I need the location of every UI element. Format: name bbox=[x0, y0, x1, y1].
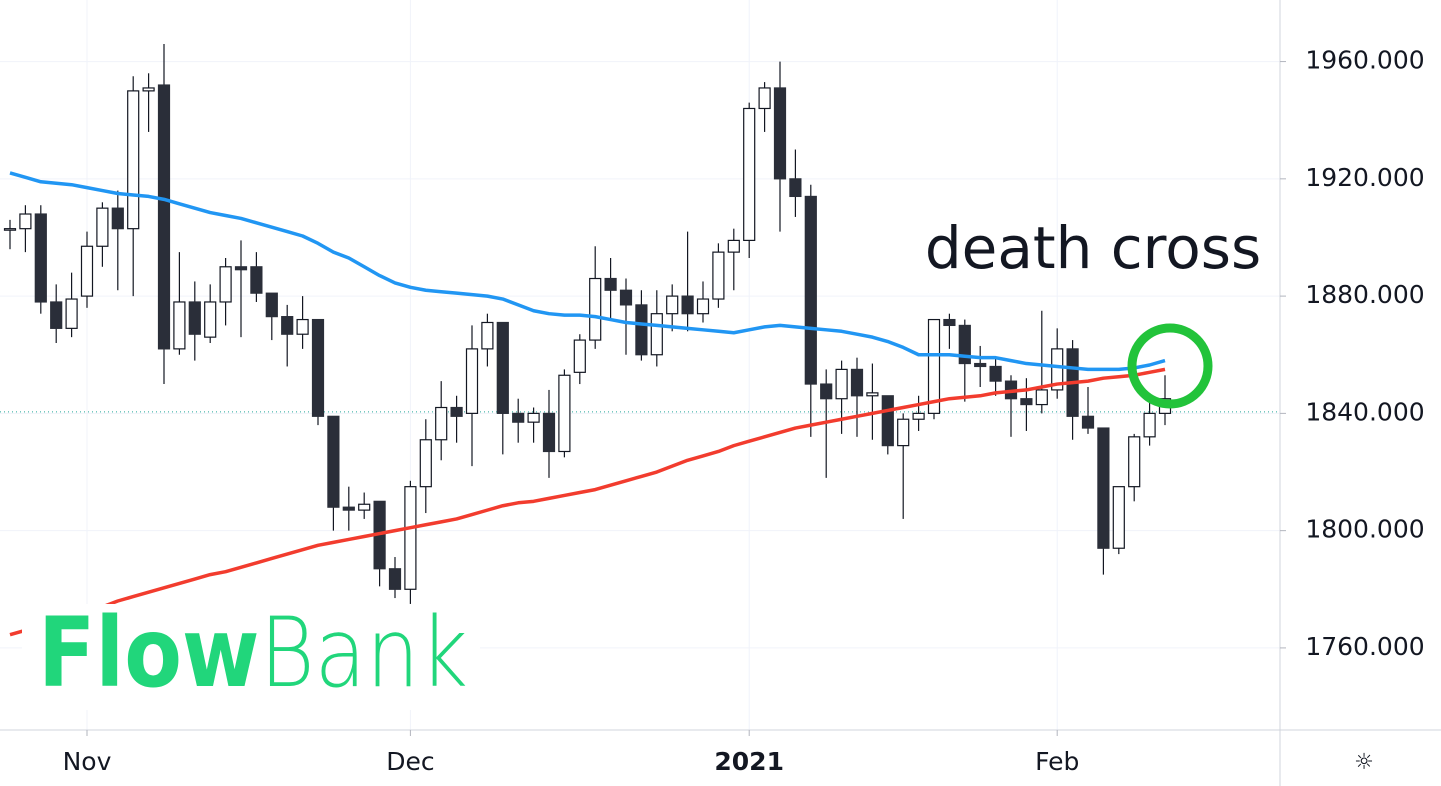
candle-body bbox=[173, 301, 186, 350]
moving-average bbox=[9, 171, 1166, 372]
candle-body bbox=[1143, 412, 1156, 438]
candle-body bbox=[558, 374, 571, 453]
candle-body bbox=[142, 87, 155, 92]
plot bbox=[3, 43, 1172, 637]
candle-body bbox=[743, 107, 756, 242]
y-tick-label: 1920.000 bbox=[1305, 163, 1424, 192]
candle-body bbox=[1081, 415, 1095, 429]
candle-body bbox=[327, 415, 340, 508]
candle-body bbox=[404, 486, 417, 590]
y-tick-label: 1840.000 bbox=[1305, 397, 1424, 426]
candle-body bbox=[250, 266, 263, 294]
candle-body bbox=[866, 392, 879, 397]
x-tick-label: Feb bbox=[1035, 747, 1079, 776]
candle-body bbox=[773, 87, 787, 180]
highlight-circle bbox=[1127, 323, 1213, 409]
candle-body bbox=[573, 339, 586, 373]
candle-body bbox=[542, 412, 556, 453]
annotation: death cross bbox=[925, 214, 1261, 282]
candle-body bbox=[1112, 486, 1125, 549]
candle-body bbox=[111, 207, 124, 230]
candle-body bbox=[496, 321, 509, 414]
settings-icon[interactable]: ☼ bbox=[1354, 750, 1374, 775]
candle-body bbox=[604, 277, 617, 291]
candle-body bbox=[589, 277, 602, 341]
candle-body bbox=[80, 245, 94, 297]
candle-body bbox=[157, 84, 171, 350]
candle-body bbox=[804, 195, 817, 385]
candle-body bbox=[650, 313, 663, 356]
y-tick-label: 1880.000 bbox=[1305, 280, 1424, 309]
y-tick-label: 1960.000 bbox=[1305, 46, 1424, 75]
candle-body bbox=[450, 406, 463, 417]
candle-body bbox=[696, 298, 710, 315]
candle-body bbox=[835, 368, 848, 400]
y-tick-label: 1760.000 bbox=[1305, 632, 1424, 661]
candle-body bbox=[481, 321, 494, 350]
logo-backdrop bbox=[22, 604, 480, 710]
candle-body bbox=[296, 318, 309, 335]
candle-body bbox=[681, 295, 694, 315]
candle-body bbox=[1035, 389, 1048, 406]
candle-body bbox=[943, 318, 956, 327]
candle-body bbox=[1128, 436, 1141, 488]
candle-body bbox=[897, 418, 910, 447]
candle-body bbox=[1020, 398, 1033, 406]
candle-body bbox=[912, 412, 925, 420]
logo-light: Bank bbox=[260, 597, 468, 709]
candle-body bbox=[281, 316, 294, 335]
candle-body bbox=[265, 292, 278, 318]
candle-body bbox=[127, 90, 140, 230]
candle-body bbox=[419, 439, 432, 488]
candle-body bbox=[358, 503, 371, 511]
candle-body bbox=[712, 251, 725, 300]
candle-body bbox=[881, 395, 894, 447]
candle-body bbox=[820, 383, 833, 400]
candle-body bbox=[989, 365, 1002, 382]
candle-body bbox=[342, 506, 355, 511]
candle-body bbox=[927, 318, 941, 414]
candle-body bbox=[727, 239, 740, 253]
x-tick-label: 2021 bbox=[714, 747, 784, 776]
candle-body bbox=[512, 412, 525, 423]
candle-body bbox=[789, 178, 802, 198]
candle-body bbox=[758, 87, 771, 110]
candle-body bbox=[50, 301, 63, 329]
candle-body bbox=[958, 324, 971, 365]
candle-body bbox=[3, 228, 17, 231]
candle-body bbox=[65, 298, 78, 329]
candle-body bbox=[435, 406, 448, 441]
candle-body bbox=[96, 207, 109, 247]
x-tick-label: Nov bbox=[63, 747, 112, 776]
candle-body bbox=[19, 213, 32, 230]
candle-body bbox=[465, 348, 479, 414]
candle-body bbox=[311, 318, 325, 417]
moving-average bbox=[9, 367, 1166, 637]
candle-body bbox=[219, 266, 232, 303]
candle-body bbox=[666, 295, 679, 315]
x-tick-label: Dec bbox=[386, 747, 434, 776]
logo: FlowBank bbox=[38, 597, 468, 709]
candle-body bbox=[850, 368, 864, 397]
candle-body bbox=[619, 289, 633, 306]
logo-bold: Flow bbox=[38, 597, 260, 709]
candle-body bbox=[635, 304, 648, 356]
candle-body bbox=[1097, 427, 1110, 549]
candle-body bbox=[234, 266, 248, 271]
candle-body bbox=[204, 301, 217, 338]
candle-body bbox=[1051, 348, 1064, 391]
candle-body bbox=[34, 213, 47, 303]
candle-body bbox=[188, 301, 201, 335]
candle-body bbox=[388, 568, 402, 590]
candle-body bbox=[974, 362, 987, 368]
y-tick-label: 1800.000 bbox=[1305, 515, 1424, 544]
candle-body bbox=[527, 412, 540, 423]
